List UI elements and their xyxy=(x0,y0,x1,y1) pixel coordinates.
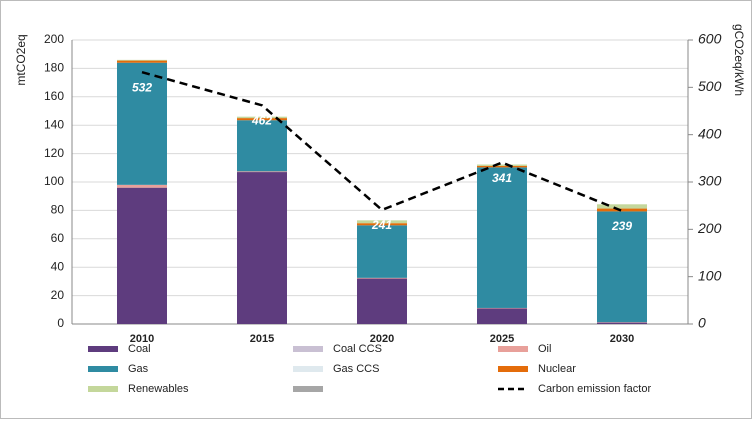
bar-segment xyxy=(237,120,287,171)
x-tick-label: 2030 xyxy=(610,333,634,345)
legend-swatch xyxy=(293,346,323,352)
y2-tick-label: 300 xyxy=(698,173,722,189)
y2-tick-label: 500 xyxy=(698,78,722,94)
x-tick-label: 2025 xyxy=(490,333,514,345)
bar-segment xyxy=(237,171,287,172)
y-tick-label: 180 xyxy=(44,61,64,75)
bar-segment xyxy=(117,188,167,324)
bar-segment xyxy=(477,166,527,167)
bar-segment xyxy=(357,279,407,324)
bar-segment xyxy=(477,167,527,308)
x-tick-label: 2015 xyxy=(250,333,274,345)
legend-label: Renewables xyxy=(128,383,189,395)
data-label: 462 xyxy=(251,113,272,127)
legend-swatch xyxy=(293,386,323,392)
y-tick-label: 140 xyxy=(44,117,64,131)
y-tick-label: 120 xyxy=(44,146,64,160)
legend-swatch xyxy=(293,366,323,372)
y-tick-label: 20 xyxy=(51,288,65,302)
legend-swatch xyxy=(88,346,118,352)
y-tick-label: 60 xyxy=(51,231,65,245)
legend-label: Oil xyxy=(538,343,551,355)
y-tick-label: 100 xyxy=(44,174,64,188)
bar-segment xyxy=(117,60,167,61)
y-tick-label: 80 xyxy=(51,203,65,217)
bar-segment xyxy=(237,172,287,324)
y2-axis-label: gCO2eq/kWh xyxy=(732,24,746,96)
y2-tick-label: 200 xyxy=(697,220,722,236)
bar-segment xyxy=(117,61,167,63)
bar-segment xyxy=(477,308,527,324)
data-label: 532 xyxy=(132,80,152,94)
data-label: 341 xyxy=(492,171,512,185)
bar-segment xyxy=(357,278,407,279)
legend-swatch xyxy=(498,366,528,372)
y-axis-label: mtCO2eq xyxy=(14,34,28,85)
legend-swatch xyxy=(88,366,118,372)
y2-tick-label: 0 xyxy=(698,315,706,331)
legend-label: Coal CCS xyxy=(333,343,382,355)
y2-tick-label: 600 xyxy=(698,31,722,47)
legend-label: Nuclear xyxy=(538,363,576,375)
bar-segment xyxy=(117,185,167,188)
y2-tick-label: 100 xyxy=(698,267,722,283)
y2-tick-label: 400 xyxy=(698,125,722,141)
legend-label: Carbon emission factor xyxy=(538,383,651,395)
data-label: 241 xyxy=(371,218,392,232)
legend-label: Gas CCS xyxy=(333,363,379,375)
bar-segment xyxy=(357,225,407,278)
legend-label: Gas xyxy=(128,363,149,375)
bar-segment xyxy=(597,209,647,212)
y-tick-label: 40 xyxy=(51,259,65,273)
y-tick-label: 160 xyxy=(44,89,64,103)
legend-swatch xyxy=(498,346,528,352)
y-tick-label: 0 xyxy=(57,316,64,330)
legend-label: Coal xyxy=(128,343,151,355)
data-label: 239 xyxy=(611,219,632,233)
legend-swatch xyxy=(88,386,118,392)
bar-segment xyxy=(477,165,527,166)
bar-segment xyxy=(597,323,647,324)
y-tick-label: 200 xyxy=(44,32,64,46)
